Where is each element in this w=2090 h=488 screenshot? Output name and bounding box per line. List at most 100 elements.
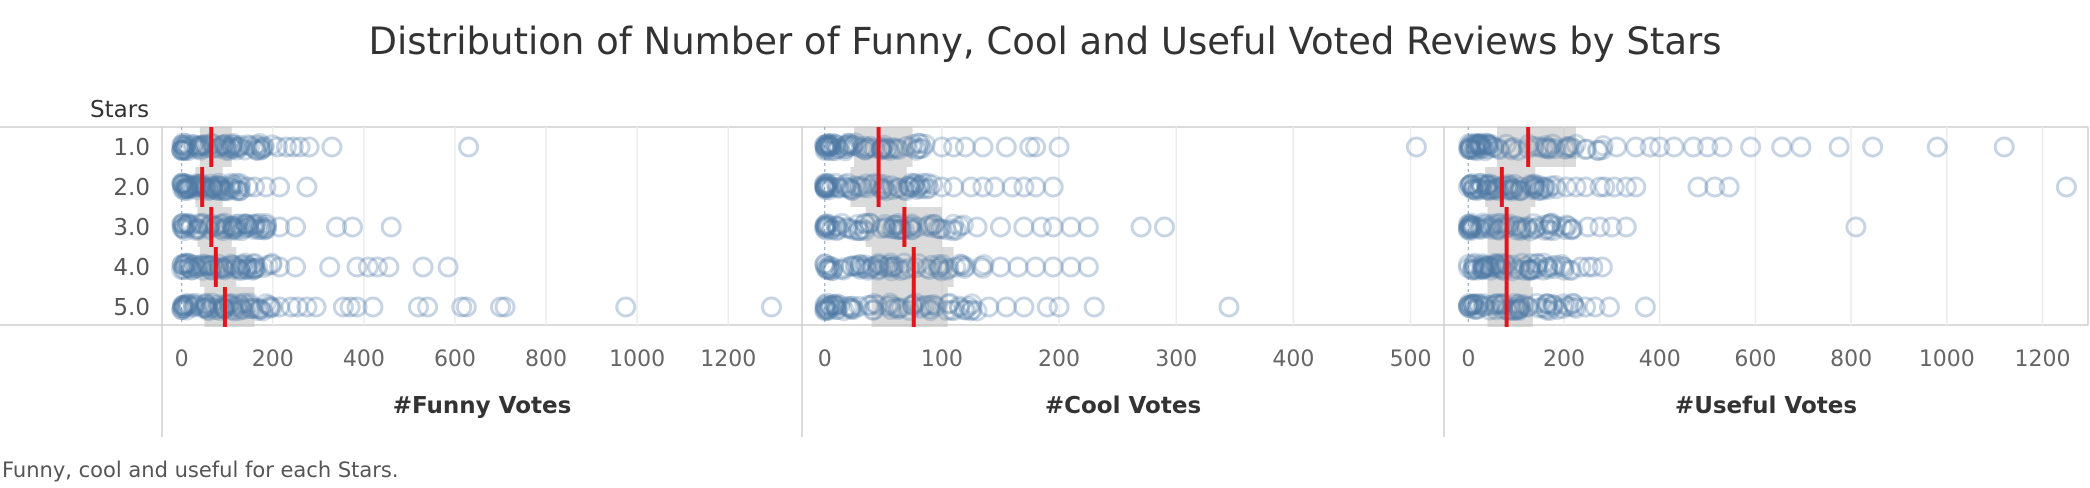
- data-point: [1565, 297, 1587, 319]
- data-point: [231, 297, 253, 319]
- data-point: [186, 257, 208, 279]
- data-point: [820, 219, 842, 241]
- data-point: [838, 135, 860, 157]
- data-point: [858, 294, 880, 316]
- data-point: [1562, 218, 1584, 240]
- data-point: [1543, 294, 1565, 316]
- box-plot: [1487, 287, 1533, 327]
- data-point: [939, 292, 961, 314]
- data-point: [222, 215, 244, 237]
- data-point: [839, 295, 861, 317]
- data-point: [1525, 177, 1547, 199]
- data-point: [1457, 176, 1479, 198]
- data-point: [197, 299, 219, 321]
- data-point: [1457, 213, 1479, 235]
- data-point: [1828, 136, 1850, 158]
- data-point: [1587, 140, 1609, 162]
- data-point: [1469, 135, 1491, 157]
- data-point: [1459, 215, 1481, 237]
- data-point: [175, 295, 197, 317]
- data-point: [195, 292, 217, 314]
- data-point: [922, 174, 944, 196]
- data-point: [185, 175, 207, 197]
- data-point: [936, 299, 958, 321]
- data-point: [1509, 219, 1531, 241]
- data-point: [1471, 215, 1493, 237]
- data-point: [177, 292, 199, 314]
- data-point: [177, 252, 199, 274]
- data-point: [233, 292, 255, 314]
- row-3-0: [171, 207, 402, 247]
- data-point: [214, 212, 236, 234]
- data-point: [269, 176, 291, 198]
- tick-label: 500: [1390, 347, 1432, 372]
- data-point: [215, 218, 237, 240]
- data-point: [174, 220, 196, 242]
- data-point: [1457, 253, 1479, 275]
- tick-label: 200: [1543, 347, 1585, 372]
- data-point: [1483, 136, 1505, 158]
- tick-label: 400: [343, 347, 385, 372]
- data-point: [1527, 216, 1549, 238]
- data-point: [1492, 258, 1514, 280]
- data-point: [194, 297, 216, 319]
- data-point: [1472, 295, 1494, 317]
- data-point: [854, 213, 876, 235]
- data-point: [220, 292, 242, 314]
- data-point: [182, 293, 204, 315]
- data-point: [250, 216, 272, 238]
- data-point: [814, 175, 836, 197]
- data-point: [927, 254, 949, 276]
- data-point: [1457, 257, 1479, 279]
- data-point: [1502, 178, 1524, 200]
- data-point: [1529, 175, 1551, 197]
- data-point: [819, 259, 841, 281]
- data-point: [220, 136, 242, 158]
- data-point: [856, 137, 878, 159]
- data-point: [319, 256, 341, 278]
- data-point: [229, 173, 251, 195]
- data-point: [230, 134, 252, 156]
- data-point: [176, 293, 198, 315]
- data-point: [889, 259, 911, 281]
- data-point: [840, 178, 862, 200]
- data-point: [172, 295, 194, 317]
- data-point: [829, 294, 851, 316]
- row-2-0: [171, 167, 318, 207]
- data-point: [259, 297, 281, 319]
- data-point: [1510, 179, 1532, 201]
- data-point: [978, 296, 1000, 318]
- data-point: [833, 300, 855, 322]
- row-3-0: [1457, 207, 1867, 247]
- data-point: [1060, 216, 1082, 238]
- data-point: [207, 294, 229, 316]
- box-plot: [1487, 247, 1531, 287]
- row-4-0: [171, 247, 459, 287]
- data-point: [873, 174, 895, 196]
- data-point: [1460, 215, 1482, 237]
- data-point: [243, 253, 265, 275]
- data-point: [818, 133, 840, 155]
- data-point: [1534, 214, 1556, 236]
- data-point: [1503, 257, 1525, 279]
- data-point: [1465, 180, 1487, 202]
- data-point: [186, 218, 208, 240]
- data-point: [955, 256, 977, 278]
- data-point: [1460, 174, 1482, 196]
- data-point: [1503, 136, 1525, 158]
- data-point: [1487, 177, 1509, 199]
- data-point: [305, 296, 327, 318]
- tick-label: 600: [434, 347, 476, 372]
- data-point: [846, 136, 868, 158]
- data-point: [1476, 175, 1498, 197]
- data-point: [249, 139, 271, 161]
- data-point: [1472, 258, 1494, 280]
- data-point: [845, 255, 867, 277]
- data-point: [873, 177, 895, 199]
- data-point: [1575, 176, 1597, 198]
- data-point: [825, 134, 847, 156]
- tick-label: 800: [1830, 347, 1872, 372]
- data-point: [1463, 293, 1485, 315]
- data-point: [1718, 176, 1740, 198]
